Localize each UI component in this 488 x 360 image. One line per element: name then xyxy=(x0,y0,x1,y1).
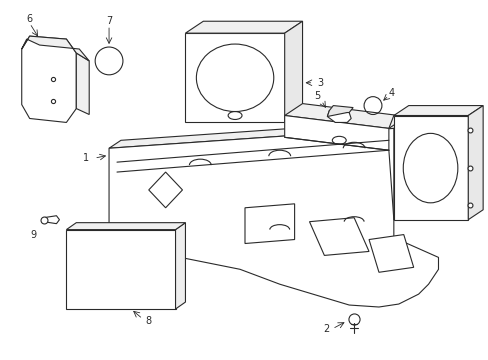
Polygon shape xyxy=(21,36,76,122)
Polygon shape xyxy=(109,121,405,148)
Text: 2: 2 xyxy=(323,324,328,334)
Polygon shape xyxy=(66,223,185,230)
Text: 7: 7 xyxy=(106,16,112,26)
Text: 8: 8 xyxy=(145,316,151,326)
Text: 4: 4 xyxy=(388,88,394,98)
Polygon shape xyxy=(284,116,388,150)
Polygon shape xyxy=(43,216,60,224)
Polygon shape xyxy=(284,104,406,129)
Text: 5: 5 xyxy=(314,91,320,101)
Polygon shape xyxy=(393,105,482,116)
Polygon shape xyxy=(76,53,89,114)
Polygon shape xyxy=(66,230,175,309)
Text: 3: 3 xyxy=(317,78,323,88)
Polygon shape xyxy=(284,21,302,122)
Polygon shape xyxy=(326,105,352,117)
Polygon shape xyxy=(368,235,413,272)
Text: 1: 1 xyxy=(83,153,89,163)
Polygon shape xyxy=(309,218,368,255)
Polygon shape xyxy=(148,172,182,208)
Polygon shape xyxy=(326,111,350,122)
Polygon shape xyxy=(185,33,284,122)
Polygon shape xyxy=(244,204,294,243)
Text: 6: 6 xyxy=(26,14,33,24)
Polygon shape xyxy=(109,129,438,307)
Text: 9: 9 xyxy=(31,230,37,239)
Polygon shape xyxy=(185,21,302,33)
Polygon shape xyxy=(175,223,185,309)
Polygon shape xyxy=(21,36,89,61)
Polygon shape xyxy=(468,105,482,220)
Polygon shape xyxy=(393,116,468,220)
